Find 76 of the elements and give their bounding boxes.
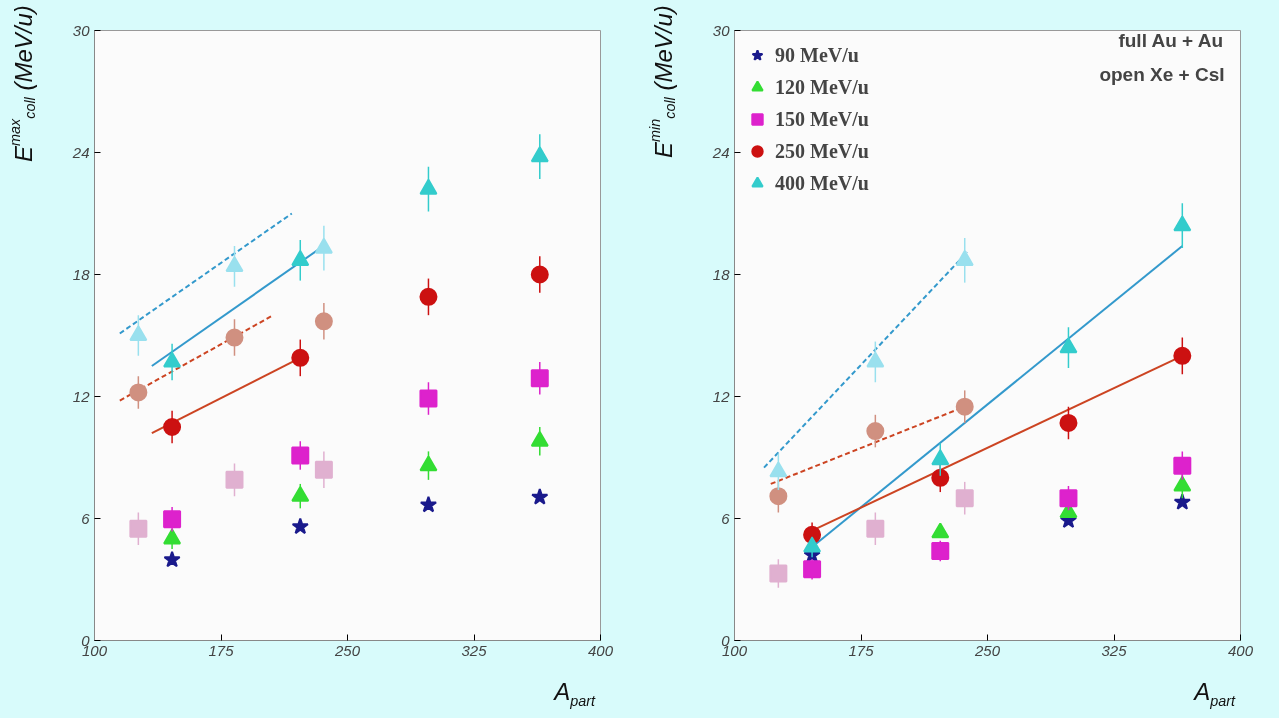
point	[163, 351, 182, 368]
point	[314, 237, 333, 254]
point	[866, 519, 885, 538]
point	[129, 325, 148, 342]
point	[291, 517, 309, 535]
legend-label: 400 MeV/u	[775, 170, 869, 196]
y-tick-label: 6	[81, 509, 91, 527]
x-tick-label: 325	[1101, 641, 1128, 659]
point	[163, 510, 182, 529]
point	[955, 397, 974, 416]
annotation: full Au + Au	[1118, 30, 1224, 51]
point	[931, 522, 950, 539]
point	[530, 146, 549, 163]
x-tick-label: 250	[973, 641, 1001, 659]
y-tick-label: 24	[711, 143, 730, 161]
point	[1173, 475, 1192, 492]
y-tick-label: 24	[71, 143, 90, 161]
point	[955, 250, 974, 266]
annotation: open Xe + CsI	[1099, 64, 1225, 85]
point	[931, 468, 950, 487]
point	[1059, 337, 1078, 354]
point	[163, 550, 181, 568]
point	[419, 455, 438, 472]
y-tick-label: 30	[72, 21, 91, 39]
point	[129, 519, 148, 538]
point	[1173, 346, 1192, 365]
x-axis-title: A$_{part}$	[554, 677, 595, 711]
x-tick-label: 175	[208, 641, 235, 659]
point	[129, 383, 148, 402]
point	[314, 460, 333, 479]
x-tick-label: 400	[587, 641, 614, 659]
point	[1059, 413, 1078, 432]
y-tick-label: 30	[712, 21, 731, 39]
point	[531, 488, 549, 505]
point	[314, 312, 333, 331]
point	[1059, 489, 1078, 508]
point	[291, 446, 310, 465]
y-tick-label: 12	[712, 387, 731, 405]
point	[1173, 215, 1192, 232]
y-tick-label: 6	[721, 509, 731, 527]
point	[769, 461, 788, 478]
point	[866, 351, 885, 368]
x-tick-label: 400	[1227, 641, 1254, 659]
y-tick-label: 18	[72, 265, 91, 283]
point	[769, 564, 788, 583]
point	[225, 256, 244, 272]
point	[866, 422, 885, 441]
y-tick-label: 18	[712, 265, 731, 283]
point	[419, 495, 438, 513]
legend-label: 90 MeV/u	[775, 42, 859, 68]
point	[955, 489, 974, 508]
point	[419, 389, 438, 408]
point	[1173, 456, 1192, 475]
point	[530, 431, 549, 447]
point	[931, 449, 950, 466]
legend-label: 120 MeV/u	[775, 74, 869, 100]
x-axis-title: A$_{part}$	[1194, 677, 1235, 711]
point	[530, 369, 549, 388]
point	[419, 178, 438, 195]
y-tick-label: 12	[72, 387, 91, 405]
point	[803, 560, 822, 579]
point	[163, 418, 182, 436]
point	[931, 542, 950, 561]
point	[291, 250, 310, 266]
point	[225, 470, 244, 489]
legend-label: 250 MeV/u	[775, 138, 869, 164]
point	[530, 265, 549, 284]
x-tick-label: 250	[333, 641, 361, 659]
x-tick-label: 175	[848, 641, 875, 659]
point	[769, 487, 788, 506]
x-tick-label: 325	[461, 641, 488, 659]
point	[291, 348, 310, 367]
point	[1173, 493, 1191, 510]
point	[419, 287, 438, 306]
point	[225, 328, 244, 347]
legend-label: 150 MeV/u	[775, 106, 869, 132]
